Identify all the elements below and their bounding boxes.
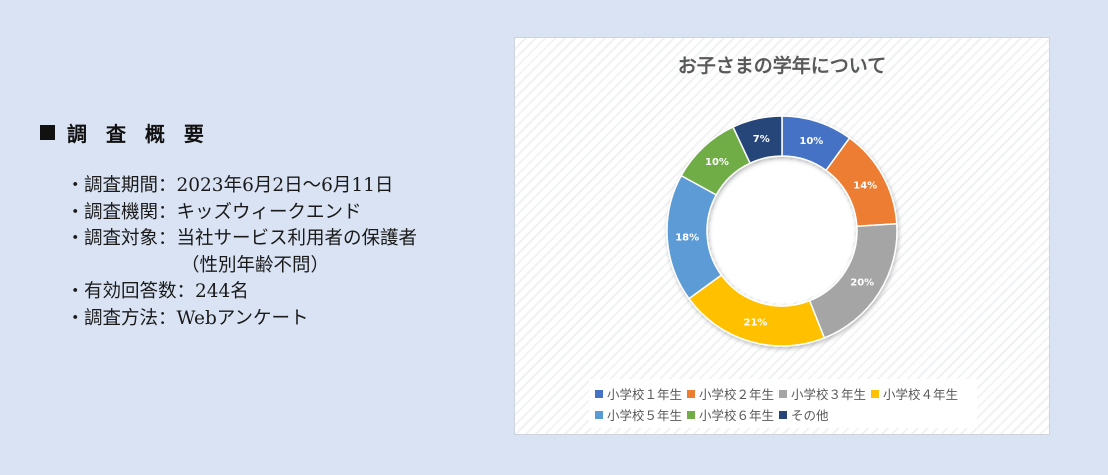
summary-item: ・ 有効回答数：244名	[66, 279, 510, 306]
slice-data-label: 10%	[705, 157, 729, 168]
slice-data-label: 21%	[744, 318, 768, 329]
summary-item-text: 調査機関：キッズウィークエンド	[84, 201, 362, 223]
legend-item: 小学校６年生	[687, 404, 774, 425]
survey-summary: 調 査 概 要 ・ 調査期間：2023年6月2日〜6月11日 ・ 調査機関：キッ…	[40, 118, 510, 332]
summary-item-text: 調査対象：当社サービス利用者の保護者	[84, 228, 418, 249]
slice-data-label: 10%	[799, 136, 823, 147]
legend-item: その他	[779, 404, 829, 425]
legend-item: 小学校３年生	[779, 383, 866, 404]
bullet-dot-icon: ・	[66, 228, 85, 249]
legend-item: 小学校４年生	[871, 383, 958, 404]
legend-swatch-icon	[687, 410, 696, 419]
donut-labels: 10% 14% 20% 21% 18% 10% 7%	[675, 134, 877, 329]
summary-item: ・ 調査機関：キッズウィークエンド	[66, 200, 510, 227]
summary-heading: 調 査 概 要	[40, 118, 510, 147]
summary-heading-text: 調 査 概 要	[67, 122, 210, 146]
legend-item: 小学校２年生	[687, 383, 774, 404]
legend-label: 小学校６年生	[699, 408, 775, 423]
bullet-dot-icon: ・	[66, 201, 85, 223]
chart-panel: お子さまの学年について 10% 14% 20% 21% 18% 10% 7% 小学校１年生小…	[514, 37, 1050, 435]
legend-label: 小学校１年生	[607, 387, 683, 402]
summary-item-text: 有効回答数：244名	[84, 281, 249, 302]
legend-label: その他	[791, 408, 829, 423]
legend-swatch-icon	[779, 389, 788, 398]
legend-swatch-icon	[595, 410, 603, 419]
legend-swatch-icon	[779, 410, 788, 419]
summary-item-text: 調査期間：2023年6月2日〜6月11日	[84, 175, 394, 196]
chart-legend: 小学校１年生 小学校２年生 小学校３年生 小学校４年生小学校５年生 小学校６年生 その他	[589, 379, 977, 428]
summary-item-text: （性別年齢不問）	[181, 254, 330, 276]
legend-label: 小学校２年生	[699, 387, 775, 402]
donut-chart: 10% 14% 20% 21% 18% 10% 7%	[666, 115, 898, 347]
bullet-dot-icon: ・	[66, 175, 85, 196]
chart-title: お子さまの学年について	[677, 55, 887, 77]
summary-list: ・ 調査期間：2023年6月2日〜6月11日 ・ 調査機関：キッズウィークエンド…	[66, 173, 510, 332]
donut-hole	[710, 159, 854, 303]
legend-label: 小学校３年生	[791, 387, 867, 402]
bullet-dot-icon: ・	[66, 281, 85, 302]
square-bullet-icon	[40, 125, 55, 140]
donut-slice	[732, 115, 783, 165]
donut-slices	[666, 115, 898, 347]
legend-swatch-icon	[871, 389, 880, 398]
bullet-dot-icon: ・	[66, 307, 85, 329]
slice-data-label: 18%	[675, 232, 699, 243]
legend-swatch-icon	[595, 389, 603, 398]
summary-item: ・ 調査対象：当社サービス利用者の保護者	[66, 226, 510, 253]
summary-item-continuation: （性別年齢不問）	[66, 253, 510, 280]
legend-item: 小学校１年生	[595, 383, 682, 404]
legend-label: 小学校５年生	[607, 408, 683, 423]
summary-item: ・ 調査方法：Webアンケート	[66, 306, 510, 333]
slice-data-label: 20%	[850, 277, 874, 288]
slice-data-label: 7%	[753, 134, 770, 145]
summary-item-text: 調査方法：Webアンケート	[84, 307, 309, 329]
legend-swatch-icon	[687, 389, 696, 398]
legend-item: 小学校５年生	[595, 404, 682, 425]
summary-item: ・ 調査期間：2023年6月2日〜6月11日	[66, 173, 510, 200]
slice-data-label: 14%	[853, 181, 877, 192]
legend-label: 小学校４年生	[883, 387, 959, 402]
